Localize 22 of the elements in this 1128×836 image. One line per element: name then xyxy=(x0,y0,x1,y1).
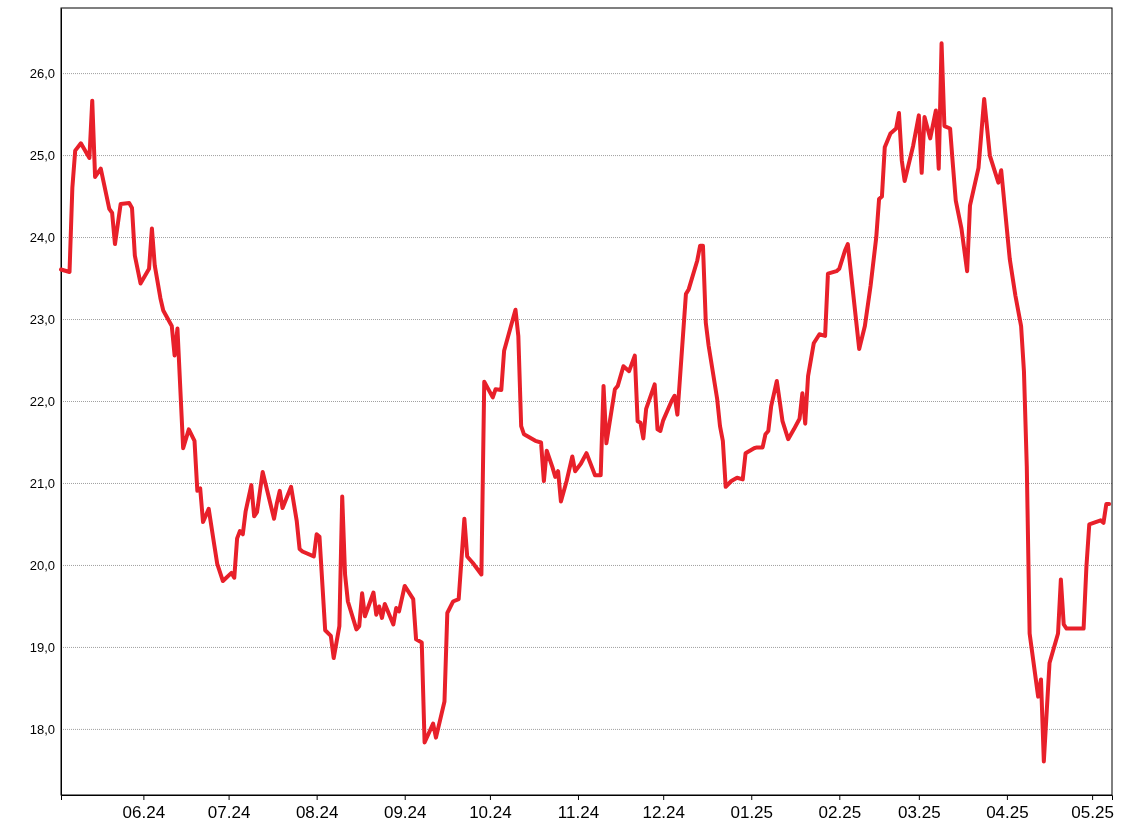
x-tick-label: 08.24 xyxy=(295,803,339,823)
x-tick-label: 05.25 xyxy=(1071,803,1114,823)
x-tick-label: 10.24 xyxy=(469,803,512,823)
y-tick-label: 22,0 xyxy=(29,394,55,410)
x-tick-label: 04.25 xyxy=(986,803,1029,823)
x-tick-label: 11.24 xyxy=(557,803,600,823)
x-tick-label: 09.24 xyxy=(383,803,427,823)
y-tick-label: 24,0 xyxy=(29,230,55,246)
y-tick-label: 20,0 xyxy=(29,558,55,574)
y-tick-label: 21,0 xyxy=(29,476,55,492)
y-tick-label: 26,0 xyxy=(29,66,55,82)
y-tick-label: 23,0 xyxy=(29,312,55,328)
x-tick-label: 01.25 xyxy=(730,803,774,823)
line-series xyxy=(59,41,1112,764)
x-tick-label: 03.25 xyxy=(898,803,941,823)
x-tick-label: 12.24 xyxy=(642,803,685,823)
y-tick-label: 19,0 xyxy=(29,640,55,656)
x-tick-label: 06.24 xyxy=(122,803,166,823)
y-tick-label: 25,0 xyxy=(29,148,55,164)
x-tick-label: 02.25 xyxy=(818,803,862,823)
x-tick-label: 07.24 xyxy=(207,803,251,823)
y-tick-label: 18,0 xyxy=(29,722,55,738)
